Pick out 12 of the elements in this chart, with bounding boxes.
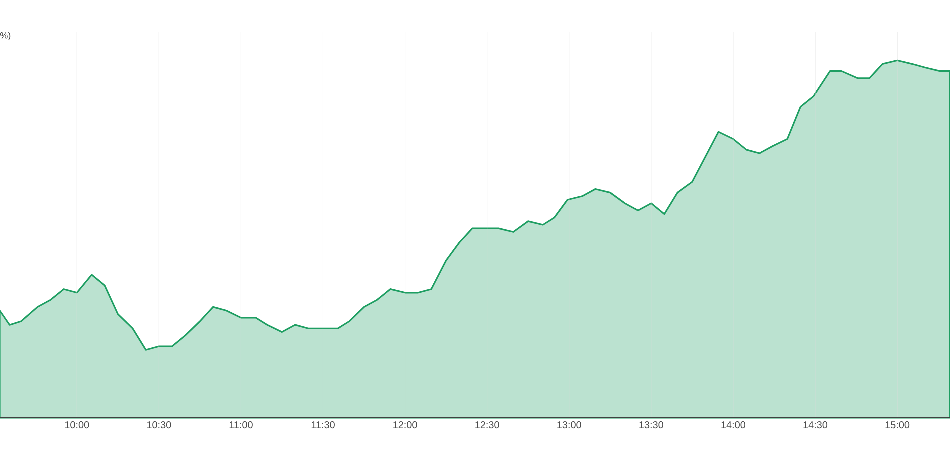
x-tick-label: 13:30 (640, 422, 664, 429)
x-tick-label: 13:00 (558, 422, 582, 429)
x-tick-label: 11:30 (312, 422, 335, 429)
text: %) (0, 32, 11, 41)
x-tick-label: 14:00 (722, 422, 746, 429)
x-tick-label: 11:00 (230, 422, 253, 429)
x-tick-label: 12:00 (394, 422, 418, 429)
x-tick-label: 14:30 (804, 422, 828, 429)
x-tick-label: 10:30 (147, 422, 172, 429)
x-tick-label: 12:30 (476, 422, 500, 429)
x-tick-label: 10:00 (65, 422, 90, 429)
x-tick-label: 15:00 (886, 422, 910, 429)
